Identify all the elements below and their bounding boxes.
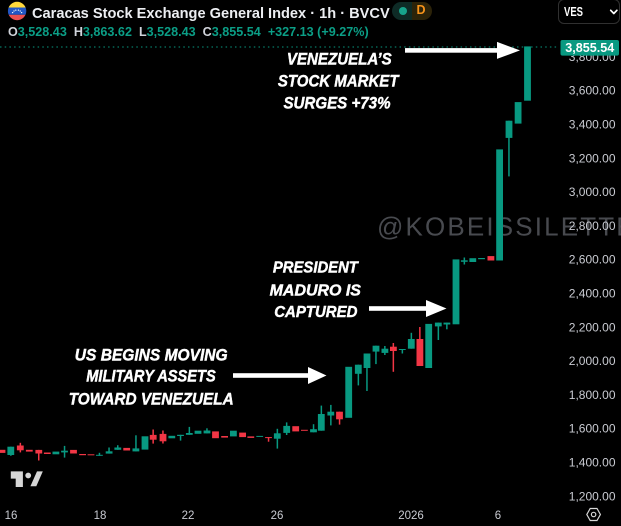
svg-text:PRESIDENT: PRESIDENT <box>273 259 359 276</box>
svg-text:3,400.00: 3,400.00 <box>569 118 616 132</box>
svg-text:18: 18 <box>94 510 107 522</box>
svg-text:6: 6 <box>495 510 501 522</box>
svg-text:1,600.00: 1,600.00 <box>569 422 616 436</box>
svg-text:22: 22 <box>182 510 195 522</box>
svg-text:VENEZUELA’S: VENEZUELA’S <box>287 49 392 68</box>
svg-text:3,855.54: 3,855.54 <box>565 41 614 55</box>
svg-text:1,200.00: 1,200.00 <box>569 489 616 503</box>
svg-text:1,800.00: 1,800.00 <box>569 388 616 402</box>
svg-text:MADURO IS: MADURO IS <box>270 282 362 299</box>
svg-text:3,600.00: 3,600.00 <box>569 84 616 98</box>
svg-text:2,200.00: 2,200.00 <box>569 320 616 334</box>
svg-text:2,400.00: 2,400.00 <box>569 287 616 301</box>
svg-text:16: 16 <box>5 510 18 522</box>
svg-text:TOWARD VENEZUELA: TOWARD VENEZUELA <box>69 389 234 408</box>
svg-text:CAPTURED: CAPTURED <box>274 304 357 321</box>
svg-text:2,800.00: 2,800.00 <box>569 219 616 233</box>
svg-text:STOCK MARKET: STOCK MARKET <box>278 72 400 91</box>
svg-text:2,000.00: 2,000.00 <box>569 354 616 368</box>
svg-text:3,000.00: 3,000.00 <box>569 185 616 199</box>
svg-text:US BEGINS MOVING: US BEGINS MOVING <box>75 345 228 364</box>
svg-text:SURGES +73%: SURGES +73% <box>283 94 390 113</box>
svg-text:MILITARY ASSETS: MILITARY ASSETS <box>86 367 216 386</box>
svg-text:2,600.00: 2,600.00 <box>569 253 616 267</box>
svg-text:1,400.00: 1,400.00 <box>569 456 616 470</box>
svg-text:3,200.00: 3,200.00 <box>569 151 616 165</box>
svg-text:2026: 2026 <box>398 510 424 522</box>
svg-text:26: 26 <box>271 510 284 522</box>
